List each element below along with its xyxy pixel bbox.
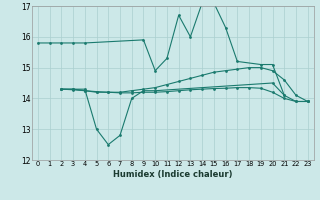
X-axis label: Humidex (Indice chaleur): Humidex (Indice chaleur) xyxy=(113,170,233,179)
